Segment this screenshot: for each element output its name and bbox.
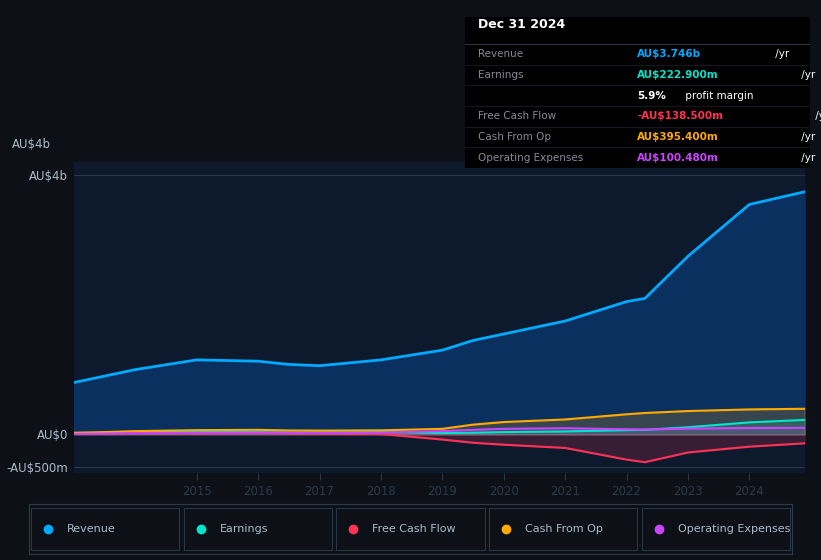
Text: /yr: /yr: [799, 132, 816, 142]
Text: Revenue: Revenue: [479, 49, 524, 59]
Text: Free Cash Flow: Free Cash Flow: [479, 111, 557, 122]
Text: Dec 31 2024: Dec 31 2024: [479, 18, 566, 31]
Text: /yr: /yr: [773, 49, 790, 59]
Text: -AU$138.500m: -AU$138.500m: [637, 111, 723, 122]
Text: AU$3.746b: AU$3.746b: [637, 49, 701, 59]
Text: profit margin: profit margin: [682, 91, 754, 101]
Text: Earnings: Earnings: [479, 70, 524, 80]
Text: Revenue: Revenue: [67, 524, 116, 534]
Text: /yr: /yr: [812, 111, 821, 122]
Text: Operating Expenses: Operating Expenses: [479, 153, 584, 162]
Text: AU$100.480m: AU$100.480m: [637, 153, 719, 162]
Text: /yr: /yr: [799, 70, 816, 80]
Text: AU$4b: AU$4b: [12, 138, 52, 151]
Text: Free Cash Flow: Free Cash Flow: [373, 524, 456, 534]
Text: AU$395.400m: AU$395.400m: [637, 132, 719, 142]
Text: Earnings: Earnings: [220, 524, 268, 534]
Text: 5.9%: 5.9%: [637, 91, 666, 101]
Text: /yr: /yr: [799, 153, 816, 162]
Text: Cash From Op: Cash From Op: [525, 524, 603, 534]
Text: AU$222.900m: AU$222.900m: [637, 70, 718, 80]
Text: Operating Expenses: Operating Expenses: [678, 524, 790, 534]
Text: Cash From Op: Cash From Op: [479, 132, 552, 142]
